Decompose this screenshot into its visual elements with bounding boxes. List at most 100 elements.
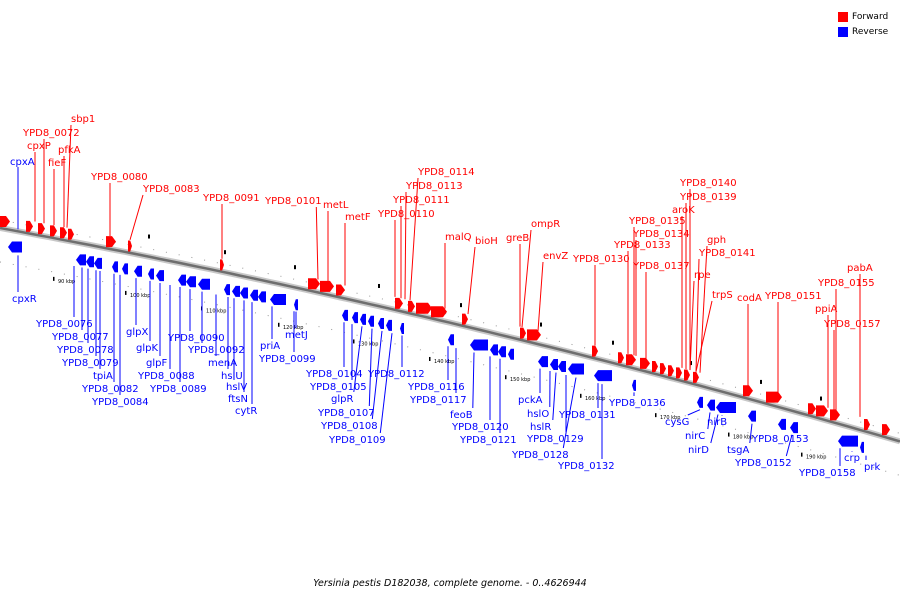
reverse-gene-leader [552, 372, 557, 421]
tick-mark [728, 432, 730, 437]
reverse-gene-arrow [790, 422, 798, 434]
forward-gene-leader [404, 191, 407, 300]
forward-gene-leader [66, 124, 72, 228]
reverse-gene-label: YPD8_0076 [35, 319, 93, 330]
forward-gene-arrow [220, 259, 224, 271]
legend-label-forward: Forward [852, 11, 889, 22]
reverse-gene-arrow [748, 410, 756, 422]
reverse-gene-arrow [240, 287, 248, 299]
forward-gene-label: aroK [672, 205, 695, 216]
scale-mark [224, 250, 226, 255]
reverse-gene-arrow [270, 293, 286, 305]
tick-label: 90 kbp [58, 279, 75, 285]
reverse-gene-arrow [352, 312, 358, 324]
reverse-gene-arrow [76, 254, 86, 266]
reverse-gene-label: glpR [331, 394, 353, 405]
forward-gene-label: YPD8_0114 [417, 167, 475, 178]
forward-gene-label: trpS [712, 290, 733, 301]
reverse-gene-label: YPD8_0136 [608, 398, 666, 409]
forward-gene-arrow [693, 371, 699, 383]
reverse-gene-label: YPD8_0104 [305, 369, 363, 380]
reverse-gene-label: YPD8_0121 [459, 435, 517, 446]
tick-label: 190 kbp [806, 455, 826, 461]
reverse-gene-arrow [294, 299, 298, 311]
scale-mark [760, 379, 762, 384]
reverse-gene-label: hslO [527, 409, 549, 420]
reverse-gene-label: crp [844, 453, 860, 464]
forward-gene-arrow [808, 403, 816, 415]
reverse-gene-arrow [470, 339, 488, 351]
forward-gene-label: YPD8_0113 [405, 181, 463, 192]
reverse-gene-arrow [778, 418, 786, 430]
reverse-gene-label: YPD8_0131 [558, 410, 616, 421]
reverse-gene-label: YPD8_0089 [149, 384, 207, 395]
reverse-gene-label: YPD8_0105 [309, 382, 367, 393]
forward-gene-leader [129, 194, 144, 241]
forward-gene-arrow [864, 419, 870, 431]
reverse-gene-arrow [156, 270, 164, 282]
reverse-gene-arrow [838, 435, 858, 447]
reverse-gene-arrow [860, 441, 864, 453]
forward-gene-label: codA [737, 293, 762, 304]
legend-item-forward: Forward [838, 9, 888, 24]
reverse-gene-label: priA [260, 341, 280, 352]
forward-gene-label: YPD8_0141 [698, 248, 756, 259]
tick-mark [125, 290, 127, 295]
forward-gene-label: pfkA [58, 145, 81, 156]
reverse-gene-label: YPD8_0107 [317, 408, 375, 419]
forward-gene-label: YPD8_0083 [142, 184, 200, 195]
forward-gene-arrow [816, 405, 828, 417]
scale-mark [294, 265, 296, 270]
forward-gene-label: metF [345, 212, 371, 223]
forward-gene-label: YPD8_0140 [679, 178, 737, 189]
reverse-gene-arrow [198, 278, 210, 290]
reverse-gene-label: cysG [665, 417, 689, 428]
tick-mark [801, 452, 803, 457]
reverse-gene-label: YPD8_0088 [137, 371, 195, 382]
forward-gene-leader [467, 246, 476, 315]
forward-gene-arrow [336, 284, 345, 296]
reverse-gene-arrow [400, 323, 404, 335]
reverse-gene-arrow [342, 309, 348, 321]
forward-gene-arrow [462, 313, 468, 325]
forward-gene-arrow [128, 240, 132, 252]
tick-label: 180 kbp [733, 435, 753, 441]
reverse-gene-leader [707, 412, 711, 430]
reverse-gene-leader [371, 330, 383, 420]
backbone-line [0, 226, 900, 443]
reverse-gene-label: feoB [450, 410, 473, 421]
reverse-gene-label: menA [208, 358, 237, 369]
reverse-gene-label: YPD8_0120 [451, 422, 509, 433]
reverse-gene-leader [368, 328, 373, 407]
legend-swatch-forward [838, 11, 848, 22]
reverse-gene-arrow [148, 268, 154, 280]
reverse-gene-arrow [186, 276, 196, 288]
forward-gene-leader [409, 177, 419, 301]
reverse-gene-label: YPD8_0153 [751, 434, 809, 445]
forward-gene-label: envZ [543, 251, 568, 262]
forward-gene-label: YPD8_0135 [628, 216, 686, 227]
reverse-gene-label: cpxR [12, 294, 37, 305]
forward-gene-label: sbp1 [71, 114, 95, 125]
reverse-gene-label: glpK [136, 343, 158, 354]
forward-gene-leader [315, 206, 319, 280]
reverse-gene-arrow [386, 319, 392, 331]
reverse-gene-arrow [508, 348, 514, 360]
reverse-gene-arrow [707, 399, 715, 411]
tick-mark [655, 413, 657, 418]
reverse-gene-label: YPD8_0132 [557, 461, 615, 472]
tick-label: 150 kbp [510, 377, 530, 383]
reverse-gene-arrow [8, 241, 22, 253]
reverse-gene-label: YPD8_0117 [409, 395, 467, 406]
tick-mark [505, 375, 507, 380]
forward-gene-label: bioH [475, 236, 498, 247]
forward-gene-label: cpxP [27, 141, 51, 152]
forward-gene-arrow [408, 300, 415, 312]
forward-gene-arrow [38, 223, 45, 235]
reverse-gene-label: YPD8_0152 [734, 458, 792, 469]
scale-mark [690, 361, 692, 366]
reverse-gene-label: YPD8_0128 [511, 450, 569, 461]
forward-gene-leader [695, 300, 713, 372]
forward-gene-label: ppiA [815, 304, 837, 315]
reverse-gene-label: YPD8_0129 [526, 434, 584, 445]
